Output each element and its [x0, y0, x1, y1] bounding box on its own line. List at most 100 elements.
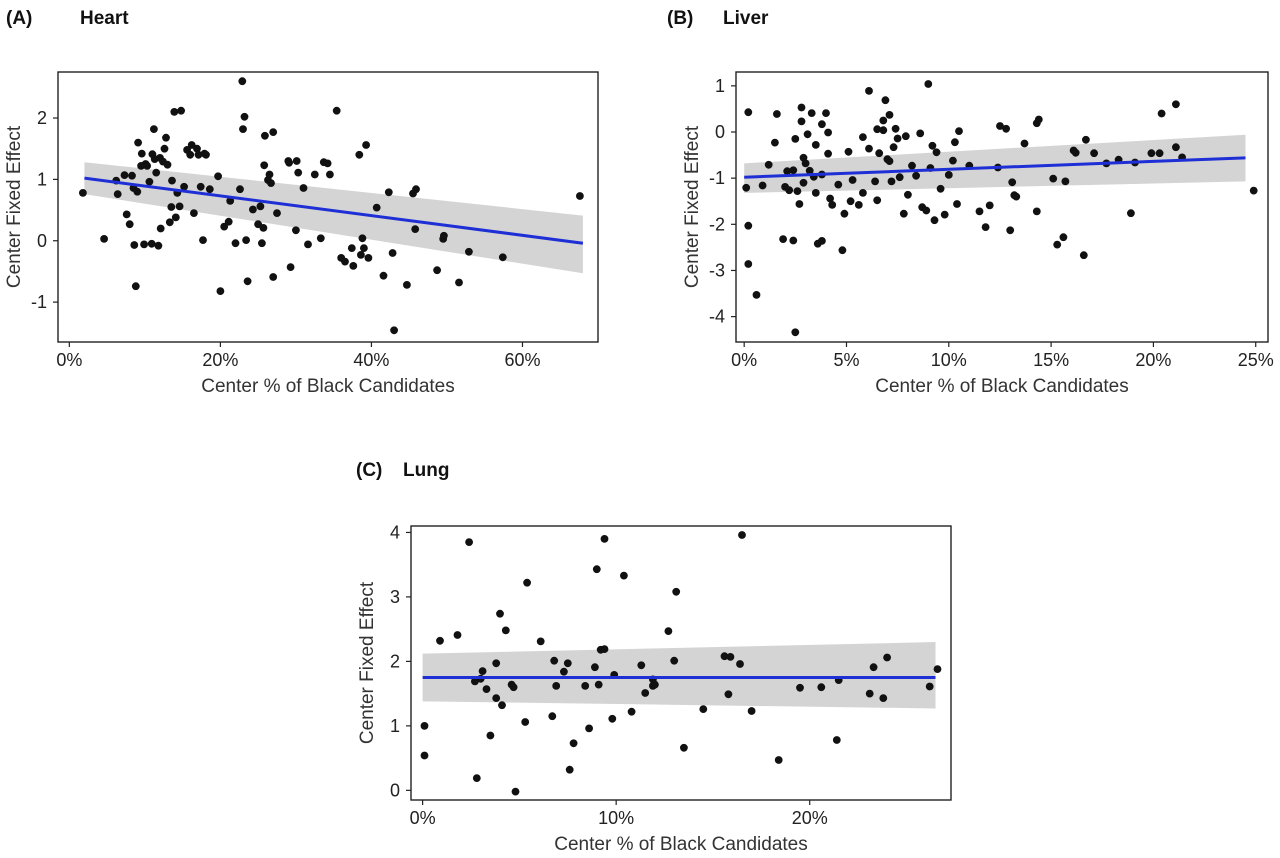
data-point: [885, 111, 894, 119]
data-point: [594, 680, 603, 689]
data-point: [242, 236, 251, 245]
data-point: [1008, 178, 1017, 187]
data-point: [922, 206, 931, 215]
data-point: [795, 200, 804, 208]
data-point: [1155, 149, 1164, 158]
data-point: [744, 108, 753, 117]
data-point: [818, 237, 826, 245]
heart-scatterplot: 0% 20% 40% 60% -1 0 1 2 Center % of Black Candid…: [4, 71, 599, 397]
data-point: [891, 124, 900, 133]
data-point: [889, 143, 898, 152]
data-point: [482, 685, 491, 693]
data-point: [130, 241, 139, 249]
data-point: [411, 225, 420, 234]
data-point: [190, 209, 198, 218]
data-point: [362, 141, 370, 149]
trend-line: [744, 156, 1246, 179]
data-point: [180, 182, 189, 191]
data-point: [672, 587, 681, 596]
data-point: [134, 138, 143, 147]
data-point: [565, 765, 574, 774]
data-point: [1157, 109, 1166, 118]
data-point: [832, 736, 841, 744]
data-point: [299, 184, 308, 192]
data-point: [347, 244, 356, 253]
data-point: [742, 183, 751, 192]
data-point: [871, 177, 879, 186]
data-point: [492, 659, 501, 668]
data-point: [548, 712, 557, 721]
data-point: [869, 663, 878, 672]
data-point: [865, 87, 873, 95]
data-point: [1082, 135, 1090, 144]
y-tick-label: 4: [390, 522, 400, 542]
data-point: [805, 166, 814, 175]
data-point: [953, 200, 961, 208]
panel-lung: (C) Lung 0% 10% 20% 0 1 2 3 4 Center % of Black …: [356, 460, 952, 855]
y-tick-label: 3: [390, 587, 400, 607]
data-point: [887, 177, 896, 186]
data-point: [125, 220, 134, 229]
data-point: [486, 731, 495, 740]
data-point: [899, 209, 908, 218]
data-point: [838, 246, 847, 255]
plot-frame: [410, 525, 952, 801]
data-point: [202, 150, 210, 159]
data-point: [1053, 240, 1062, 249]
data-point: [163, 160, 172, 169]
x-axis-title: Center % of Black Candidates: [875, 376, 1128, 397]
data-point: [171, 213, 180, 222]
data-point: [310, 170, 319, 179]
data-point: [981, 223, 990, 232]
data-point: [292, 226, 300, 235]
data-point: [1127, 209, 1135, 218]
y-axis-title: Center Fixed Effect: [357, 581, 378, 744]
data-point: [372, 203, 381, 212]
panel-c-name: Lung: [403, 460, 449, 481]
data-point: [744, 221, 753, 230]
data-point: [341, 257, 349, 266]
confidence-band: [84, 162, 583, 274]
data-point: [854, 201, 863, 209]
data-point: [194, 150, 203, 159]
data-point: [774, 756, 783, 764]
data-point: [834, 180, 843, 189]
data-point: [403, 281, 411, 289]
data-point: [1032, 207, 1041, 216]
data-point: [797, 103, 806, 112]
data-point: [304, 240, 312, 249]
y-axis-title: Center Fixed Effect: [4, 125, 25, 288]
data-point: [885, 157, 894, 166]
data-point: [563, 659, 572, 668]
plot-frame: [735, 71, 1269, 343]
data-point: [238, 77, 247, 86]
data-point: [932, 148, 941, 157]
data-point: [785, 186, 794, 195]
data-point: [154, 241, 163, 250]
lung-scatterplot: 0% 10% 20% 0 1 2 3 4 Center % of Black Candidate…: [357, 522, 952, 855]
y-tick-label: 1: [37, 169, 47, 189]
data-point: [670, 656, 679, 665]
data-point: [724, 690, 733, 699]
data-point: [364, 254, 373, 262]
data-point: [433, 266, 441, 275]
data-point: [143, 162, 152, 170]
data-point: [523, 578, 531, 587]
data-point: [940, 210, 949, 219]
data-point: [131, 282, 140, 291]
data-point: [883, 653, 891, 662]
data-point: [455, 278, 463, 287]
x-tick-label: 0%: [731, 350, 757, 370]
x-tick-label: 20%: [1135, 350, 1171, 370]
data-point: [332, 106, 341, 115]
data-point: [949, 156, 957, 165]
data-point: [747, 707, 756, 715]
data-point: [901, 132, 910, 141]
data-point: [826, 194, 834, 203]
data-point: [930, 216, 939, 225]
data-point: [358, 234, 367, 243]
data-point: [265, 170, 274, 179]
data-point: [471, 677, 479, 686]
data-point: [1079, 251, 1088, 260]
data-point: [440, 231, 448, 240]
